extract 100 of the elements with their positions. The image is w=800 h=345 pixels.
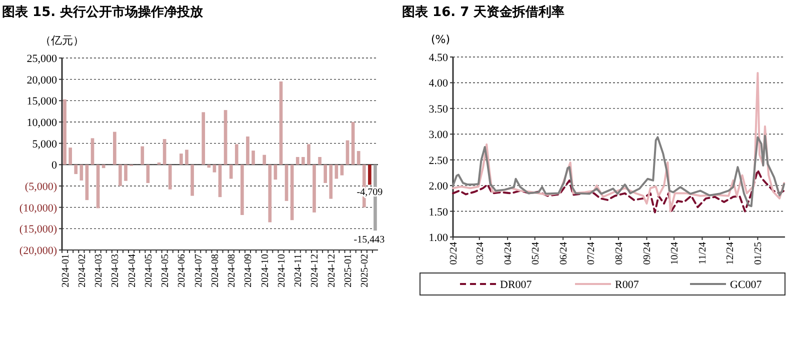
line-series (452, 134, 786, 208)
x-tick-label: 2024-10 (260, 254, 271, 288)
bar (85, 164, 89, 200)
x-tick-label: 2024-05 (160, 254, 172, 288)
bar (312, 164, 316, 212)
y-tick-label: 3.50 (428, 103, 448, 116)
x-tick-label: 2024-10 (276, 254, 288, 288)
x-tick-label: 2025-01 (343, 254, 354, 288)
x-tick-label: 12/24 (725, 242, 736, 265)
bar (113, 132, 116, 165)
x-tick-label: 09/24 (642, 242, 654, 265)
bar (334, 164, 338, 179)
line-series (452, 72, 786, 212)
y-tick-label: (20,000) (19, 245, 58, 257)
x-tick-label: 2024-05 (143, 254, 154, 288)
x-tick-label: 03/24 (474, 242, 486, 265)
bar (274, 164, 278, 180)
y-tick-label: 15,000 (26, 96, 58, 108)
y-tick-label: 2.50 (428, 154, 448, 167)
y-tick-label: 25,000 (26, 53, 58, 65)
y-tick-label: 4.00 (428, 78, 448, 90)
x-tick-label: 2024-09 (243, 254, 254, 288)
bar (252, 150, 255, 165)
bar (307, 144, 310, 165)
x-tick-label: 08/24 (614, 242, 626, 265)
x-tick-label: 11/24 (698, 242, 709, 264)
y-axis-title: (%) (431, 33, 450, 46)
x-tick-label: 2024-12 (310, 254, 321, 288)
line-series (452, 169, 786, 214)
y-tick-label: 1.50 (428, 206, 448, 218)
bar (329, 164, 333, 199)
x-tick-label: 2024-02 (76, 254, 88, 288)
chart-title: 图表 16. 7 天资金拆借利率 (402, 4, 565, 20)
x-tick-label: 2024-12 (326, 254, 338, 288)
y-tick-label: 5,000 (32, 138, 58, 150)
x-tick-label: 2024-04 (126, 254, 138, 288)
bar (284, 164, 288, 201)
bar (207, 164, 211, 168)
bar (262, 154, 266, 165)
x-tick-label: 07/24 (586, 242, 597, 265)
bar (63, 99, 66, 165)
x-tick-label: 2025-02 (360, 254, 371, 288)
x-tick-label: 02/24 (448, 242, 460, 265)
x-tick-label: 2024-03 (110, 254, 122, 288)
bar (368, 164, 372, 185)
bar (296, 156, 300, 165)
x-tick-label: 2024-08 (210, 254, 221, 288)
legend-label: R007 (615, 279, 640, 291)
x-tick-label: 2024-08 (226, 254, 238, 288)
x-tick-label: 01/25 (753, 242, 764, 265)
bar (268, 164, 272, 222)
y-tick-label: (10,000) (19, 202, 58, 214)
bar (318, 156, 322, 165)
y-tick-label: 20,000 (26, 74, 58, 86)
y-tick-label: 2.00 (428, 180, 448, 193)
bar (324, 164, 327, 184)
legend-label: DR007 (500, 279, 532, 291)
bar (240, 164, 244, 216)
bar (180, 154, 183, 165)
bar (202, 112, 206, 165)
x-tick-label: 2024-11 (293, 254, 304, 287)
bar (218, 164, 222, 198)
bar (301, 156, 305, 165)
bar (190, 164, 194, 196)
x-tick-label: 04/24 (503, 242, 514, 265)
bar (290, 164, 294, 220)
bar (212, 164, 216, 172)
y-tick-label: (5,000) (24, 181, 58, 193)
bar (168, 164, 172, 190)
bar (224, 110, 228, 165)
bar (229, 164, 233, 179)
bar (102, 164, 106, 168)
data-label: -4,709 (356, 186, 383, 198)
data-label: -15,443 (354, 234, 385, 246)
bar (74, 164, 78, 174)
bar (356, 151, 360, 165)
x-tick-label: 2024-01 (60, 254, 72, 288)
y-tick-label: (15,000) (19, 224, 58, 236)
bar (246, 136, 250, 165)
y-tick-label: 3.00 (428, 129, 448, 142)
bar (185, 150, 188, 165)
bar (340, 164, 344, 176)
bar (68, 148, 72, 165)
y-tick-label: 4.50 (428, 52, 448, 64)
y-tick-label: 1.00 (428, 232, 448, 244)
x-tick-label: 2024-06 (176, 254, 188, 288)
chart-title: 图表 15. 央行公开市场操作净投放 (2, 4, 204, 20)
bar (351, 122, 355, 165)
x-tick-label: 06/24 (558, 242, 570, 265)
bar (234, 144, 238, 165)
legend-label: GC007 (730, 279, 762, 291)
bar (118, 164, 122, 186)
bar (140, 146, 144, 165)
bar (124, 164, 128, 181)
bar (146, 164, 150, 184)
x-tick-label: 2024-03 (94, 254, 105, 288)
bar (162, 139, 166, 165)
bar (80, 164, 84, 180)
x-tick-label: 10/24 (670, 242, 681, 265)
bar (96, 164, 100, 208)
